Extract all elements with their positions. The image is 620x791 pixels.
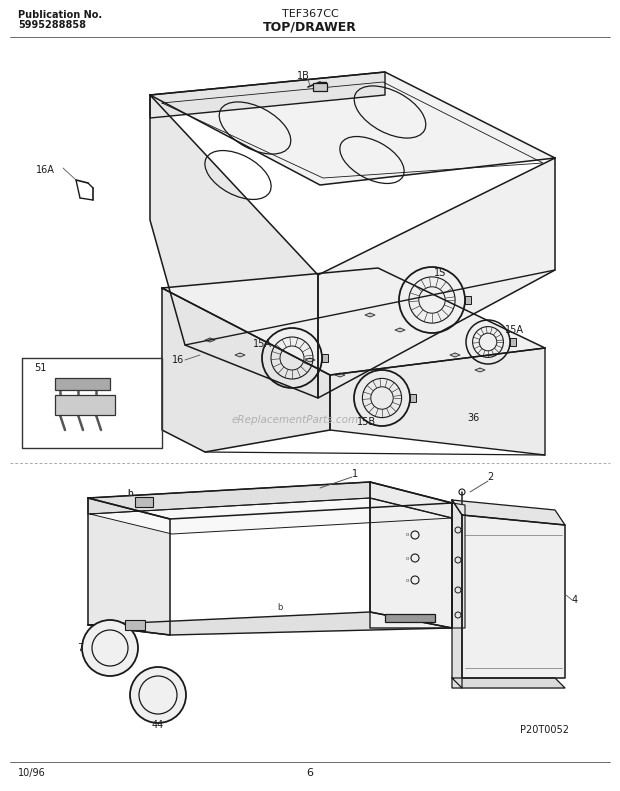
Text: TOP/DRAWER: TOP/DRAWER xyxy=(263,21,357,33)
Text: 1S: 1S xyxy=(434,268,446,278)
Polygon shape xyxy=(205,338,215,342)
Text: 5995288858: 5995288858 xyxy=(18,20,86,30)
Polygon shape xyxy=(318,158,555,398)
Text: 51: 51 xyxy=(34,363,46,373)
Polygon shape xyxy=(452,500,462,688)
Text: 2: 2 xyxy=(487,472,493,482)
Text: 4: 4 xyxy=(572,595,578,605)
Text: o: o xyxy=(405,555,409,561)
Circle shape xyxy=(82,620,138,676)
Text: 44: 44 xyxy=(152,720,164,730)
Polygon shape xyxy=(452,678,565,688)
Text: b: b xyxy=(127,490,133,498)
Polygon shape xyxy=(88,498,170,635)
Polygon shape xyxy=(335,373,345,377)
Text: 7: 7 xyxy=(77,643,83,653)
Polygon shape xyxy=(305,358,315,362)
Polygon shape xyxy=(462,515,565,678)
FancyBboxPatch shape xyxy=(313,83,327,91)
Polygon shape xyxy=(162,288,330,452)
Polygon shape xyxy=(88,482,452,519)
Polygon shape xyxy=(88,612,452,635)
Polygon shape xyxy=(370,498,452,628)
Bar xyxy=(135,497,153,507)
Bar xyxy=(410,394,416,402)
Bar xyxy=(55,395,115,415)
Text: o: o xyxy=(405,532,409,538)
Polygon shape xyxy=(452,500,565,525)
Polygon shape xyxy=(88,482,370,514)
Text: 10/96: 10/96 xyxy=(18,768,46,778)
Circle shape xyxy=(130,667,186,723)
Bar xyxy=(385,614,435,622)
Text: o: o xyxy=(405,577,409,582)
Text: eReplacementParts.com: eReplacementParts.com xyxy=(231,415,358,425)
Text: 16A: 16A xyxy=(35,165,55,175)
Text: 1: 1 xyxy=(352,469,358,479)
Polygon shape xyxy=(150,72,385,118)
Polygon shape xyxy=(475,368,485,372)
Text: 15A: 15A xyxy=(505,325,523,335)
Text: 15A: 15A xyxy=(252,339,272,349)
Text: b: b xyxy=(277,603,283,611)
Polygon shape xyxy=(150,95,318,398)
Text: 6: 6 xyxy=(306,768,314,778)
Text: TEF367CC: TEF367CC xyxy=(281,9,339,19)
Polygon shape xyxy=(450,353,460,357)
Polygon shape xyxy=(162,268,545,375)
Polygon shape xyxy=(370,482,452,628)
Polygon shape xyxy=(365,313,375,317)
Text: 15B: 15B xyxy=(358,417,376,427)
Text: b: b xyxy=(127,490,133,498)
Bar xyxy=(55,378,110,390)
Polygon shape xyxy=(452,503,465,628)
Bar xyxy=(465,296,471,304)
Polygon shape xyxy=(22,358,162,448)
Polygon shape xyxy=(235,353,245,357)
Polygon shape xyxy=(90,498,452,534)
Text: P20T0052: P20T0052 xyxy=(520,725,569,735)
Polygon shape xyxy=(395,328,405,332)
Bar xyxy=(510,338,516,346)
Polygon shape xyxy=(150,72,555,185)
Text: 16: 16 xyxy=(172,355,184,365)
Text: Publication No.: Publication No. xyxy=(18,10,102,20)
Bar xyxy=(125,620,145,630)
Text: 36: 36 xyxy=(467,413,479,423)
Text: 1B: 1B xyxy=(296,71,309,81)
Polygon shape xyxy=(330,348,545,455)
Bar xyxy=(322,354,328,362)
